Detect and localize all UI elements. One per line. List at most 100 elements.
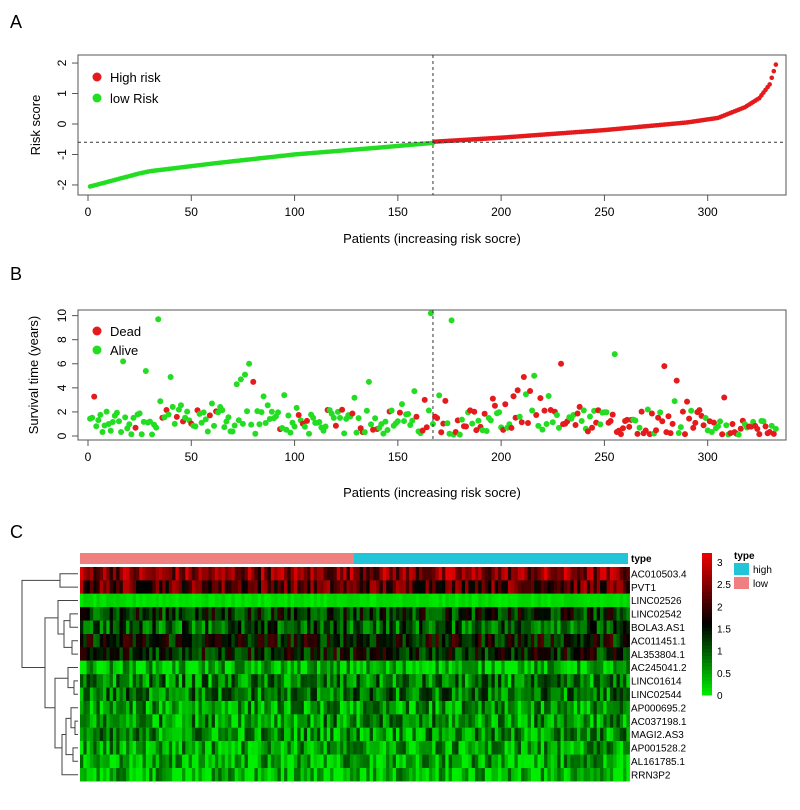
- heatmap-cell: [346, 580, 351, 594]
- heatmap-cell: [145, 674, 150, 688]
- heatmap-cell: [218, 620, 222, 634]
- heatmap-cell: [172, 593, 176, 608]
- heatmap-cell: [428, 768, 433, 782]
- heatmap-cell: [557, 660, 561, 675]
- heatmap-cell: [162, 727, 166, 742]
- heatmap-cell: [458, 634, 463, 648]
- dendrogram-branch: [73, 680, 78, 695]
- heatmap-cell: [208, 567, 212, 581]
- heatmap-cell: [86, 607, 91, 621]
- heatmap-cell: [524, 714, 528, 728]
- heatmap-cell: [419, 741, 423, 755]
- heatmap-cell: [307, 647, 311, 661]
- heatmap-cell: [228, 768, 232, 782]
- heatmap-cell: [96, 754, 101, 768]
- heatmap-cell: [570, 754, 574, 768]
- heatmap-cell: [392, 701, 397, 715]
- dead-point: [419, 427, 426, 434]
- heatmap-cell: [158, 580, 163, 594]
- heatmap-cell: [504, 607, 509, 621]
- heatmap-cell: [83, 687, 87, 701]
- heatmap-cell: [583, 701, 588, 715]
- heatmap-cell: [412, 607, 417, 621]
- heatmap-cell: [228, 714, 232, 728]
- heatmap-cell: [211, 647, 216, 661]
- heatmap-cell: [468, 674, 472, 688]
- heatmap-cell: [254, 714, 259, 728]
- heatmap-cell: [333, 620, 338, 634]
- heatmap-cell: [570, 634, 574, 648]
- alive-point: [306, 430, 313, 437]
- heatmap-cell: [550, 634, 555, 648]
- heatmap-cell: [363, 687, 367, 701]
- heatmap-cell: [392, 647, 397, 661]
- heatmap-cell: [237, 620, 242, 634]
- heatmap-cell: [221, 593, 226, 608]
- heatmap-cell: [152, 754, 156, 768]
- heatmap-cell: [366, 647, 370, 661]
- heatmap-cell: [316, 607, 321, 621]
- heatmap-cell: [89, 580, 94, 594]
- heatmap-cell: [583, 687, 588, 701]
- heatmap-cell: [537, 714, 542, 728]
- heatmap-cell: [356, 620, 361, 634]
- heatmap-cell: [185, 674, 189, 688]
- heatmap-cell: [606, 687, 611, 701]
- heatmap-cell: [583, 727, 588, 742]
- alive-point: [456, 431, 463, 438]
- heatmap-cell: [313, 741, 318, 755]
- heatmap-cell: [257, 687, 262, 701]
- heatmap-cell: [132, 768, 137, 782]
- colorbar-segment: [702, 560, 712, 565]
- heatmap-cell: [613, 580, 617, 594]
- alive-point: [281, 392, 288, 399]
- heatmap-cell: [155, 768, 160, 782]
- heatmap-cell: [419, 607, 423, 621]
- heatmap-cell: [415, 714, 420, 728]
- heatmap-cell: [112, 620, 117, 634]
- heatmap-cell: [280, 647, 285, 661]
- heatmap-cell: [544, 727, 548, 742]
- type-legend-label-high: high: [753, 565, 772, 576]
- heatmap-cell: [570, 727, 574, 742]
- heatmap-cell: [254, 768, 259, 782]
- heatmap-cell: [415, 727, 420, 742]
- heatmap-cell: [580, 674, 584, 688]
- heatmap-cell: [389, 620, 393, 634]
- heatmap-cell: [501, 727, 505, 742]
- heatmap-cell: [208, 701, 212, 715]
- heatmap-cell: [297, 754, 301, 768]
- heatmap-cell: [165, 741, 170, 755]
- heatmap-cell: [382, 634, 387, 648]
- heatmap-cell: [576, 593, 581, 608]
- heatmap-cell: [497, 714, 502, 728]
- heatmap-cell: [382, 620, 387, 634]
- heatmap-cell: [353, 714, 357, 728]
- heatmap-cell: [395, 714, 400, 728]
- heatmap-cell: [392, 687, 397, 701]
- heatmap-cell: [297, 593, 301, 608]
- heatmap-cell: [392, 607, 397, 621]
- heatmap-cell: [448, 660, 453, 675]
- heatmap-cell: [550, 714, 555, 728]
- heatmap-cell: [158, 701, 163, 715]
- heatmap-cell: [178, 647, 183, 661]
- heatmap-cell: [208, 593, 212, 608]
- panel-a-xlabel: Patients (increasing risk socre): [343, 231, 521, 246]
- heatmap-cell: [504, 580, 509, 594]
- heatmap-cell: [83, 634, 87, 648]
- heatmap-cell: [366, 768, 370, 782]
- heatmap-cell: [379, 607, 384, 621]
- heatmap-cell: [349, 714, 354, 728]
- heatmap-cell: [218, 647, 222, 661]
- heatmap-cell: [386, 567, 390, 581]
- heatmap-cell: [349, 768, 354, 782]
- heatmap-cell: [103, 660, 107, 675]
- heatmap-cell: [376, 567, 380, 581]
- dead-point: [524, 419, 531, 426]
- heatmap-cell: [175, 741, 180, 755]
- heatmap-cell: [419, 754, 423, 768]
- heatmap-cell: [451, 687, 456, 701]
- heatmap-cell: [316, 580, 321, 594]
- heatmap-cell: [122, 567, 127, 581]
